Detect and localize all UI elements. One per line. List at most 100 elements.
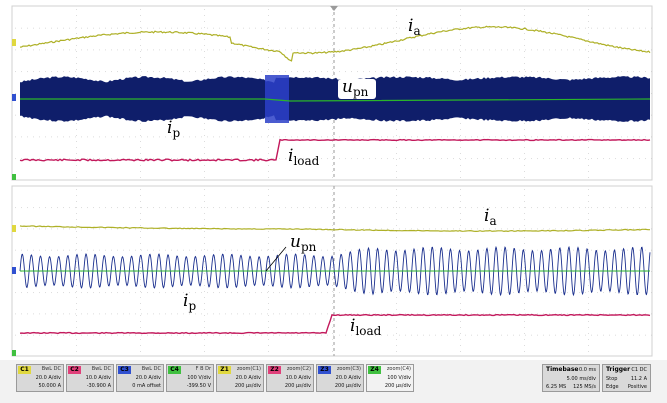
grid-dot [561,158,562,160]
grid-dot [460,261,461,262]
grid-dot [460,219,461,220]
grid-dot [204,177,205,178]
grid-dot [129,71,130,73]
grid-dot [76,285,77,286]
grid-dot [111,313,112,315]
grid-dot [524,141,525,142]
grid-dot [140,171,141,172]
grid-dot [273,249,274,251]
grid-dot [21,292,22,294]
grid-dot [501,334,502,336]
grid-dot [99,313,100,315]
grid-dot [204,147,205,148]
grid-dot [573,313,574,315]
grid-dot [441,71,442,73]
channel-descriptor-z1[interactable]: Z1 zoom(C1) 20.0 A/div 200 µs/div [216,364,264,392]
grid-dot [591,228,592,230]
grid-dot [423,27,424,29]
channel-descriptor-z3[interactable]: Z3 zoom(C3) 20.0 A/div 200 µs/div [316,364,364,392]
grid-dot [219,249,220,251]
grid-dot [141,249,142,251]
grid-dot [327,313,328,315]
channel-descriptor-z2[interactable]: Z2 zoom(C2) 10.0 A/div 200 µs/div [266,364,314,392]
grid-dot [651,228,652,230]
grid-dot [441,158,442,160]
grid-dot [465,158,466,160]
bottom-iload-trace [19,313,651,335]
grid-dot [411,228,412,230]
grid-dot [129,334,130,336]
grid-dot [621,27,622,29]
grid-dot [76,195,77,196]
grid-dot [423,228,424,230]
trigger-box[interactable]: Trigger C1 DC Stop 11.2 A Edge Positive [602,364,651,392]
grid-dot [549,228,550,230]
channel-coupling: BwL DC [141,366,161,372]
grid-dot [291,207,292,209]
grid-dot [39,228,40,230]
grid-dot [105,49,106,51]
grid-dot [524,75,525,76]
grid-dot [76,279,77,280]
channel-descriptor-c1[interactable]: C1 BwL DC 20.0 A/div 50.000 A [16,364,64,392]
grid-dot [140,249,141,250]
grid-dot [396,177,397,178]
grid-dot [639,158,640,160]
grid-dot [140,345,141,346]
grid-dot [363,49,364,51]
channel-descriptor-z4[interactable]: Z4 zoom(C4) 100 V/div 200 µs/div [366,364,414,392]
grid-dot [405,207,406,209]
grid-dot [21,158,22,160]
grid-dot [651,271,652,272]
grid-dot [524,243,525,244]
grid-dot [524,33,525,34]
grid-dot [524,39,525,40]
grid-dot [567,207,568,209]
grid-dot [405,228,406,230]
grid-dot [268,123,269,124]
grid-dot [204,195,205,196]
grid-dot [268,63,269,64]
grid-dot [69,334,70,336]
timebase-box[interactable]: Timebase 0.0 ms 5.00 ms/div 6.25 MS 125 … [542,364,600,392]
channel-descriptor-c4[interactable]: C4 F B Dr 100 V/div -399.50 V [166,364,214,392]
grid-dot [417,228,418,230]
grid-dot [141,334,142,336]
grid-dot [588,219,589,220]
grid-dot [332,255,333,256]
grid-dot [524,51,525,52]
grid-dot [507,49,508,51]
grid-dot [537,136,538,138]
channel-coupling: zoom(C1) [236,366,261,372]
grid-dot [219,334,220,336]
grid-dot [117,249,118,251]
grid-dot [588,57,589,58]
grid-dot [249,334,250,336]
grid-dot [588,153,589,154]
grid-dot [81,313,82,315]
grid-dot [87,207,88,209]
grid-dot [588,345,589,346]
grid-dot [57,313,58,315]
grid-dot [399,207,400,209]
grid-dot [111,71,112,73]
grid-dot [15,292,16,294]
grid-dot [135,158,136,160]
grid-dot [567,249,568,251]
grid-dot [393,158,394,160]
channel-descriptor-c3[interactable]: C3 BwL DC 20.0 A/div 0 mA offset [116,364,164,392]
grid-dot [204,279,205,280]
grid-dot [561,49,562,51]
grid-dot [225,49,226,51]
grid-dot [267,158,268,160]
grid-dot [165,334,166,336]
grid-dot [279,136,280,138]
grid-dot [76,39,77,40]
grid-dot [381,158,382,160]
grid-dot [459,207,460,209]
grid-dot [57,249,58,251]
grid-dot [399,249,400,251]
grid-dot [140,159,141,160]
channel-descriptor-c2[interactable]: C2 BwL DC 10.0 A/div -30.900 A [66,364,114,392]
grid-dot [332,273,333,274]
